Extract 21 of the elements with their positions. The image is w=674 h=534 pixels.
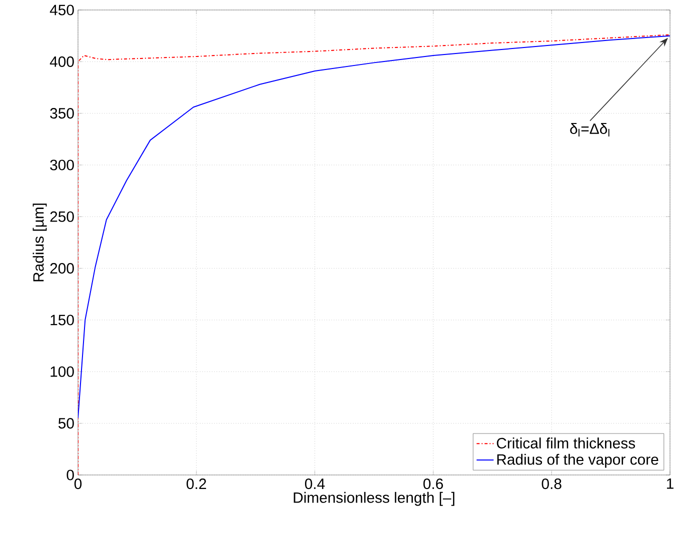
legend-label: Radius of the vapor core (497, 454, 658, 468)
x-tick-label: 0.8 (542, 478, 562, 490)
x-tick-label: 0.4 (305, 478, 325, 490)
y-tick-label: 200 (50, 263, 74, 274)
x-tick-label: 0.6 (423, 478, 443, 490)
y-tick-label: 400 (50, 56, 74, 67)
legend-label: Critical film thickness (496, 438, 636, 448)
y-tick-label: 450 (50, 4, 74, 16)
x-tick-label: 0.2 (186, 478, 206, 490)
y-tick-label: 300 (50, 160, 74, 170)
y-tick-label: 50 (58, 418, 74, 429)
x-tick-label: 0 (74, 478, 82, 490)
y-tick-label: 0 (66, 470, 74, 480)
x-tick-label: 1 (666, 478, 674, 489)
y-tick-label: 250 (50, 211, 74, 222)
y-axis-title: Radius [µm] (32, 204, 47, 282)
annotation: δ$_{l}$=Δδ$_{l}$ (570, 123, 610, 136)
y-tick-label: 150 (50, 314, 74, 326)
y-tick-label: 100 (50, 366, 74, 377)
y-tick-label: 350 (50, 108, 74, 119)
x-axis-title: Dimensionless length [–] (294, 492, 454, 506)
